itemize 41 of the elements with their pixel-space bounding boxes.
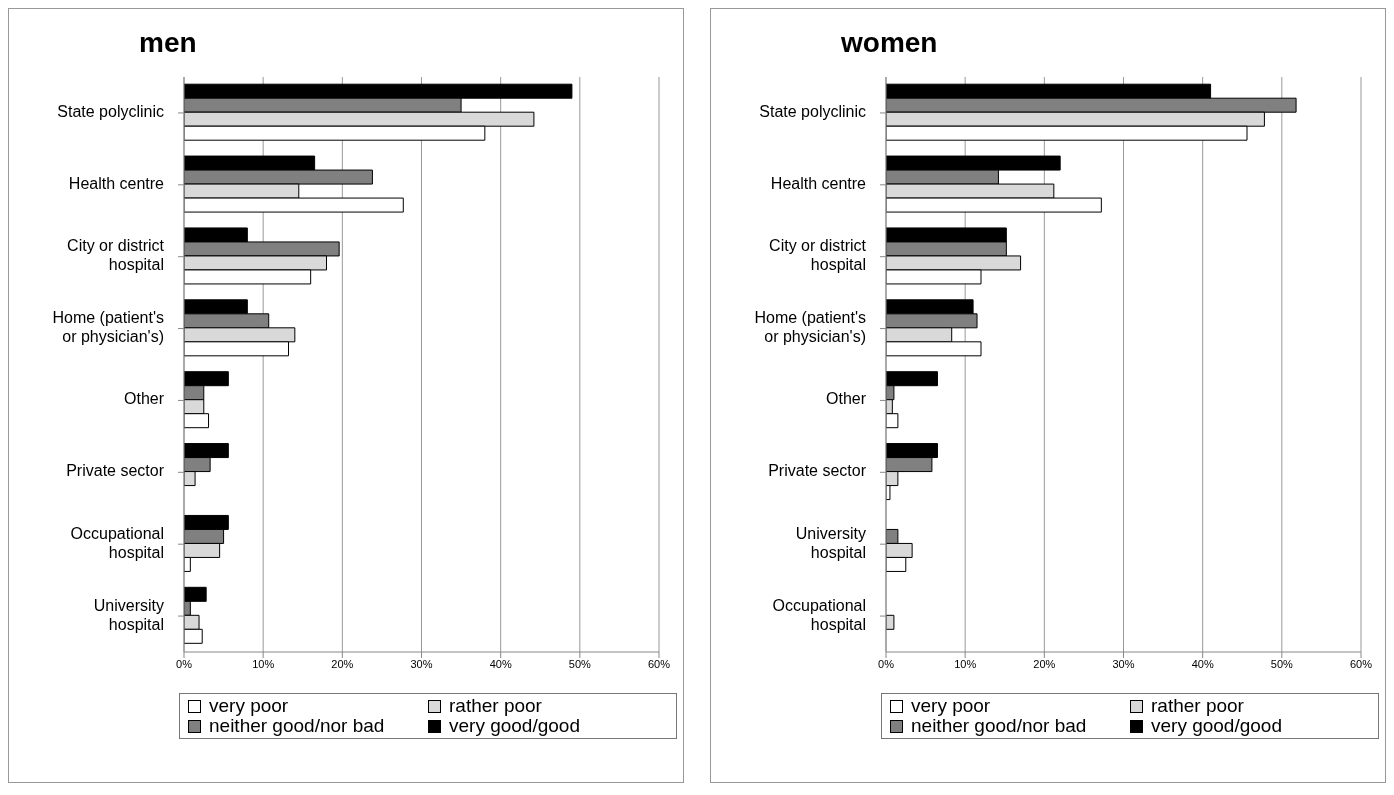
legend-label: rather poor [449,695,542,716]
y-tick-label: Occupational hospital [772,596,866,633]
legend-label: very poor [911,695,991,716]
legend-label: neither good/nor bad [911,715,1087,736]
x-tick-label: 60% [1349,657,1373,670]
y-tick-label: Health centre [770,175,867,193]
x-tick-label: 50% [1270,657,1294,670]
chart-title: men [139,27,198,60]
legend-label: very good/good [1151,715,1282,736]
x-tick-label: 30% [1112,657,1135,670]
y-tick-label: University hospital [795,524,866,561]
legend-label: very good/good [449,715,580,736]
x-tick-label: 40% [489,657,512,670]
y-tick-label: University hospital [93,596,164,633]
x-tick-label: 20% [331,657,354,670]
x-tick-label: 40% [1191,657,1214,670]
y-tick-label: Private sector [768,462,867,480]
legend-label: very poor [209,695,289,716]
y-tick-label: Home (patient's or physician's) [52,309,164,346]
x-tick-label: 10% [252,657,275,670]
y-tick-label: Occupational hospital [70,524,164,561]
y-tick-label: Other [123,390,165,408]
y-tick-label: State polyclinic [759,103,866,121]
y-tick-label: Other [825,390,867,408]
chart-title: women [841,27,939,60]
y-tick-label: City or district hospital [769,237,867,274]
bar [886,614,895,630]
legend-label: neither good/nor bad [209,715,385,736]
y-tick-label: Home (patient's or physician's) [754,309,866,346]
x-tick-label: 30% [410,657,433,670]
y-tick-label: State polyclinic [57,103,164,121]
x-tick-label: 0% [878,657,895,670]
x-tick-label: 50% [568,657,592,670]
x-tick-label: 0% [176,657,193,670]
legend-label: rather poor [1151,695,1244,716]
x-tick-label: 10% [954,657,977,670]
x-tick-label: 60% [647,657,671,670]
y-tick-label: Health centre [68,175,165,193]
y-tick-label: Private sector [66,462,165,480]
x-tick-label: 20% [1033,657,1056,670]
y-tick-label: City or district hospital [67,237,165,274]
